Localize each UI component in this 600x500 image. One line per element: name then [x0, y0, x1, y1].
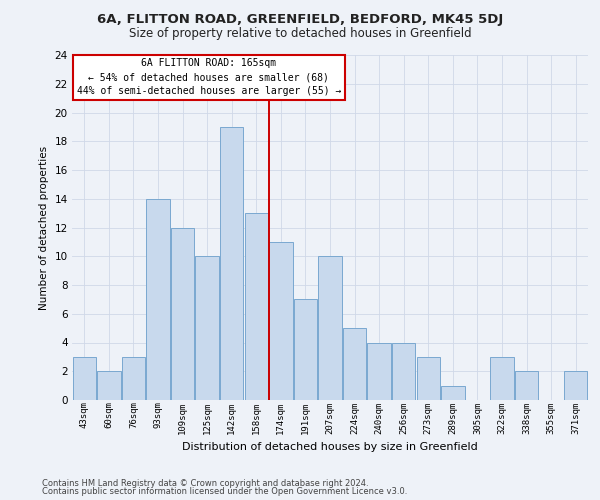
Bar — [416, 357, 440, 400]
Bar — [245, 213, 268, 400]
X-axis label: Distribution of detached houses by size in Greenfield: Distribution of detached houses by size … — [182, 442, 478, 452]
Bar — [490, 357, 514, 400]
Bar — [343, 328, 366, 400]
Bar — [97, 371, 121, 400]
Bar — [122, 357, 145, 400]
Text: Contains HM Land Registry data © Crown copyright and database right 2024.: Contains HM Land Registry data © Crown c… — [42, 478, 368, 488]
Bar — [392, 342, 415, 400]
Text: 6A, FLITTON ROAD, GREENFIELD, BEDFORD, MK45 5DJ: 6A, FLITTON ROAD, GREENFIELD, BEDFORD, M… — [97, 12, 503, 26]
Bar — [515, 371, 538, 400]
Bar — [367, 342, 391, 400]
Bar — [441, 386, 464, 400]
Bar — [171, 228, 194, 400]
Bar — [146, 199, 170, 400]
Bar — [73, 357, 96, 400]
Text: Contains public sector information licensed under the Open Government Licence v3: Contains public sector information licen… — [42, 487, 407, 496]
Bar — [220, 127, 244, 400]
Bar — [319, 256, 341, 400]
Text: Size of property relative to detached houses in Greenfield: Size of property relative to detached ho… — [128, 28, 472, 40]
Y-axis label: Number of detached properties: Number of detached properties — [39, 146, 49, 310]
Bar — [196, 256, 219, 400]
Text: 6A FLITTON ROAD: 165sqm
← 54% of detached houses are smaller (68)
44% of semi-de: 6A FLITTON ROAD: 165sqm ← 54% of detache… — [77, 58, 341, 96]
Bar — [294, 300, 317, 400]
Bar — [269, 242, 293, 400]
Bar — [564, 371, 587, 400]
